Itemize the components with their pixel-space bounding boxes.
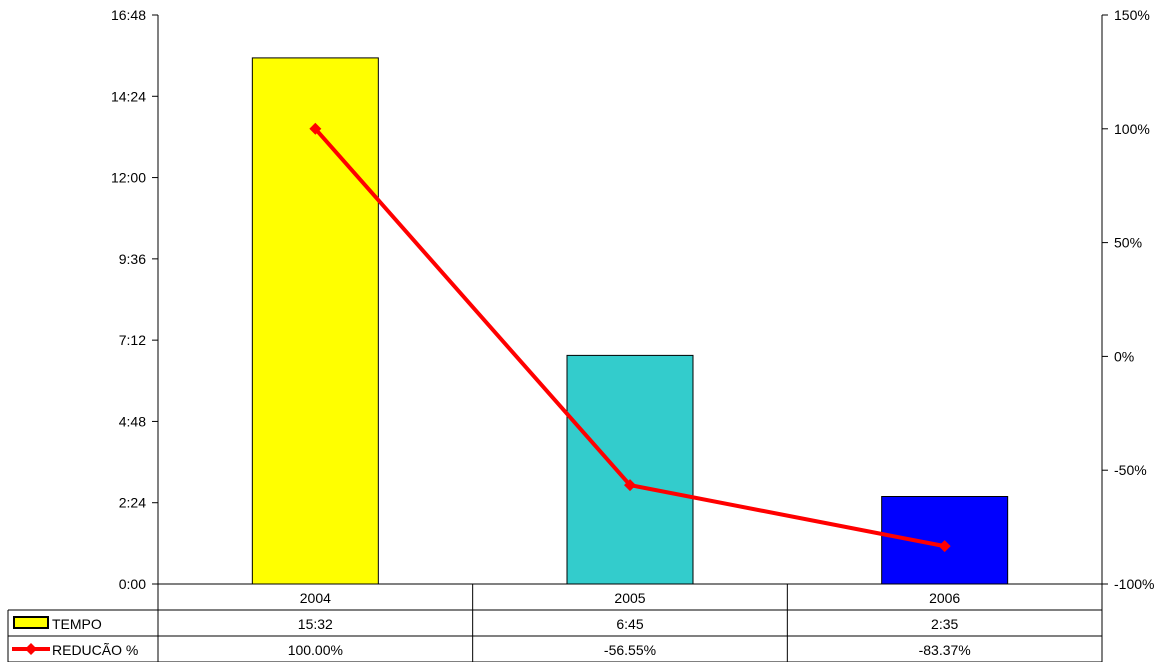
category-label: 2006: [929, 590, 960, 606]
reduction-value-label: -56.55%: [604, 642, 656, 658]
axes-layer: 0:00 2:24 4:48 7:12 9:36 12:00 14:24 16:48 -100%…: [111, 7, 1155, 592]
reduction-marker-2005: [624, 479, 636, 492]
left-axis-tick-label: 7:12: [119, 332, 146, 348]
tempo-legend-label: TEMPO: [52, 616, 102, 632]
right-axis-tick-label: -100%: [1114, 576, 1154, 592]
reduction-legend-label: REDUCÃO %: [52, 642, 138, 658]
right-axis-tick-label: -50%: [1114, 462, 1147, 478]
tempo-legend-key: [13, 616, 49, 629]
category-label: 2004: [300, 590, 331, 606]
right-axis-tick-label: 150%: [1114, 7, 1150, 23]
tempo-value-label: 15:32: [298, 616, 333, 632]
tempo-value-label: 2:35: [931, 616, 958, 632]
left-axis-tick-label: 9:36: [119, 251, 146, 267]
right-axis-tick-label: 0%: [1114, 348, 1134, 364]
left-axis-tick-label: 12:00: [111, 170, 146, 186]
left-axis-tick-label: 0:00: [119, 576, 146, 592]
tempo-value-label: 6:45: [616, 616, 643, 632]
reduction-legend-marker: [25, 643, 37, 655]
data-table: 2004 15:32 100.00% 2005 6:45 -56.55% 2006 2:35 -…: [7, 583, 1103, 662]
right-axis-tick-label: 100%: [1114, 121, 1150, 137]
bar-2004: [251, 57, 379, 585]
bar-2005: [566, 354, 694, 585]
category-label: 2005: [614, 590, 645, 606]
reduction-marker-2004: [309, 122, 322, 135]
bars-layer: [251, 57, 1009, 585]
left-axis-tick-label: 16:48: [111, 7, 146, 23]
left-axis-tick-label: 4:48: [119, 413, 146, 429]
right-axis-tick-label: 50%: [1114, 235, 1142, 251]
reduction-value-label: 100.00%: [288, 642, 343, 658]
reduction-value-label: -83.37%: [919, 642, 971, 658]
left-axis-tick-label: 2:24: [119, 495, 146, 511]
reduction-marker-2006: [938, 540, 951, 553]
line-layer: [309, 122, 951, 553]
left-axis-tick-label: 14:24: [111, 88, 146, 104]
